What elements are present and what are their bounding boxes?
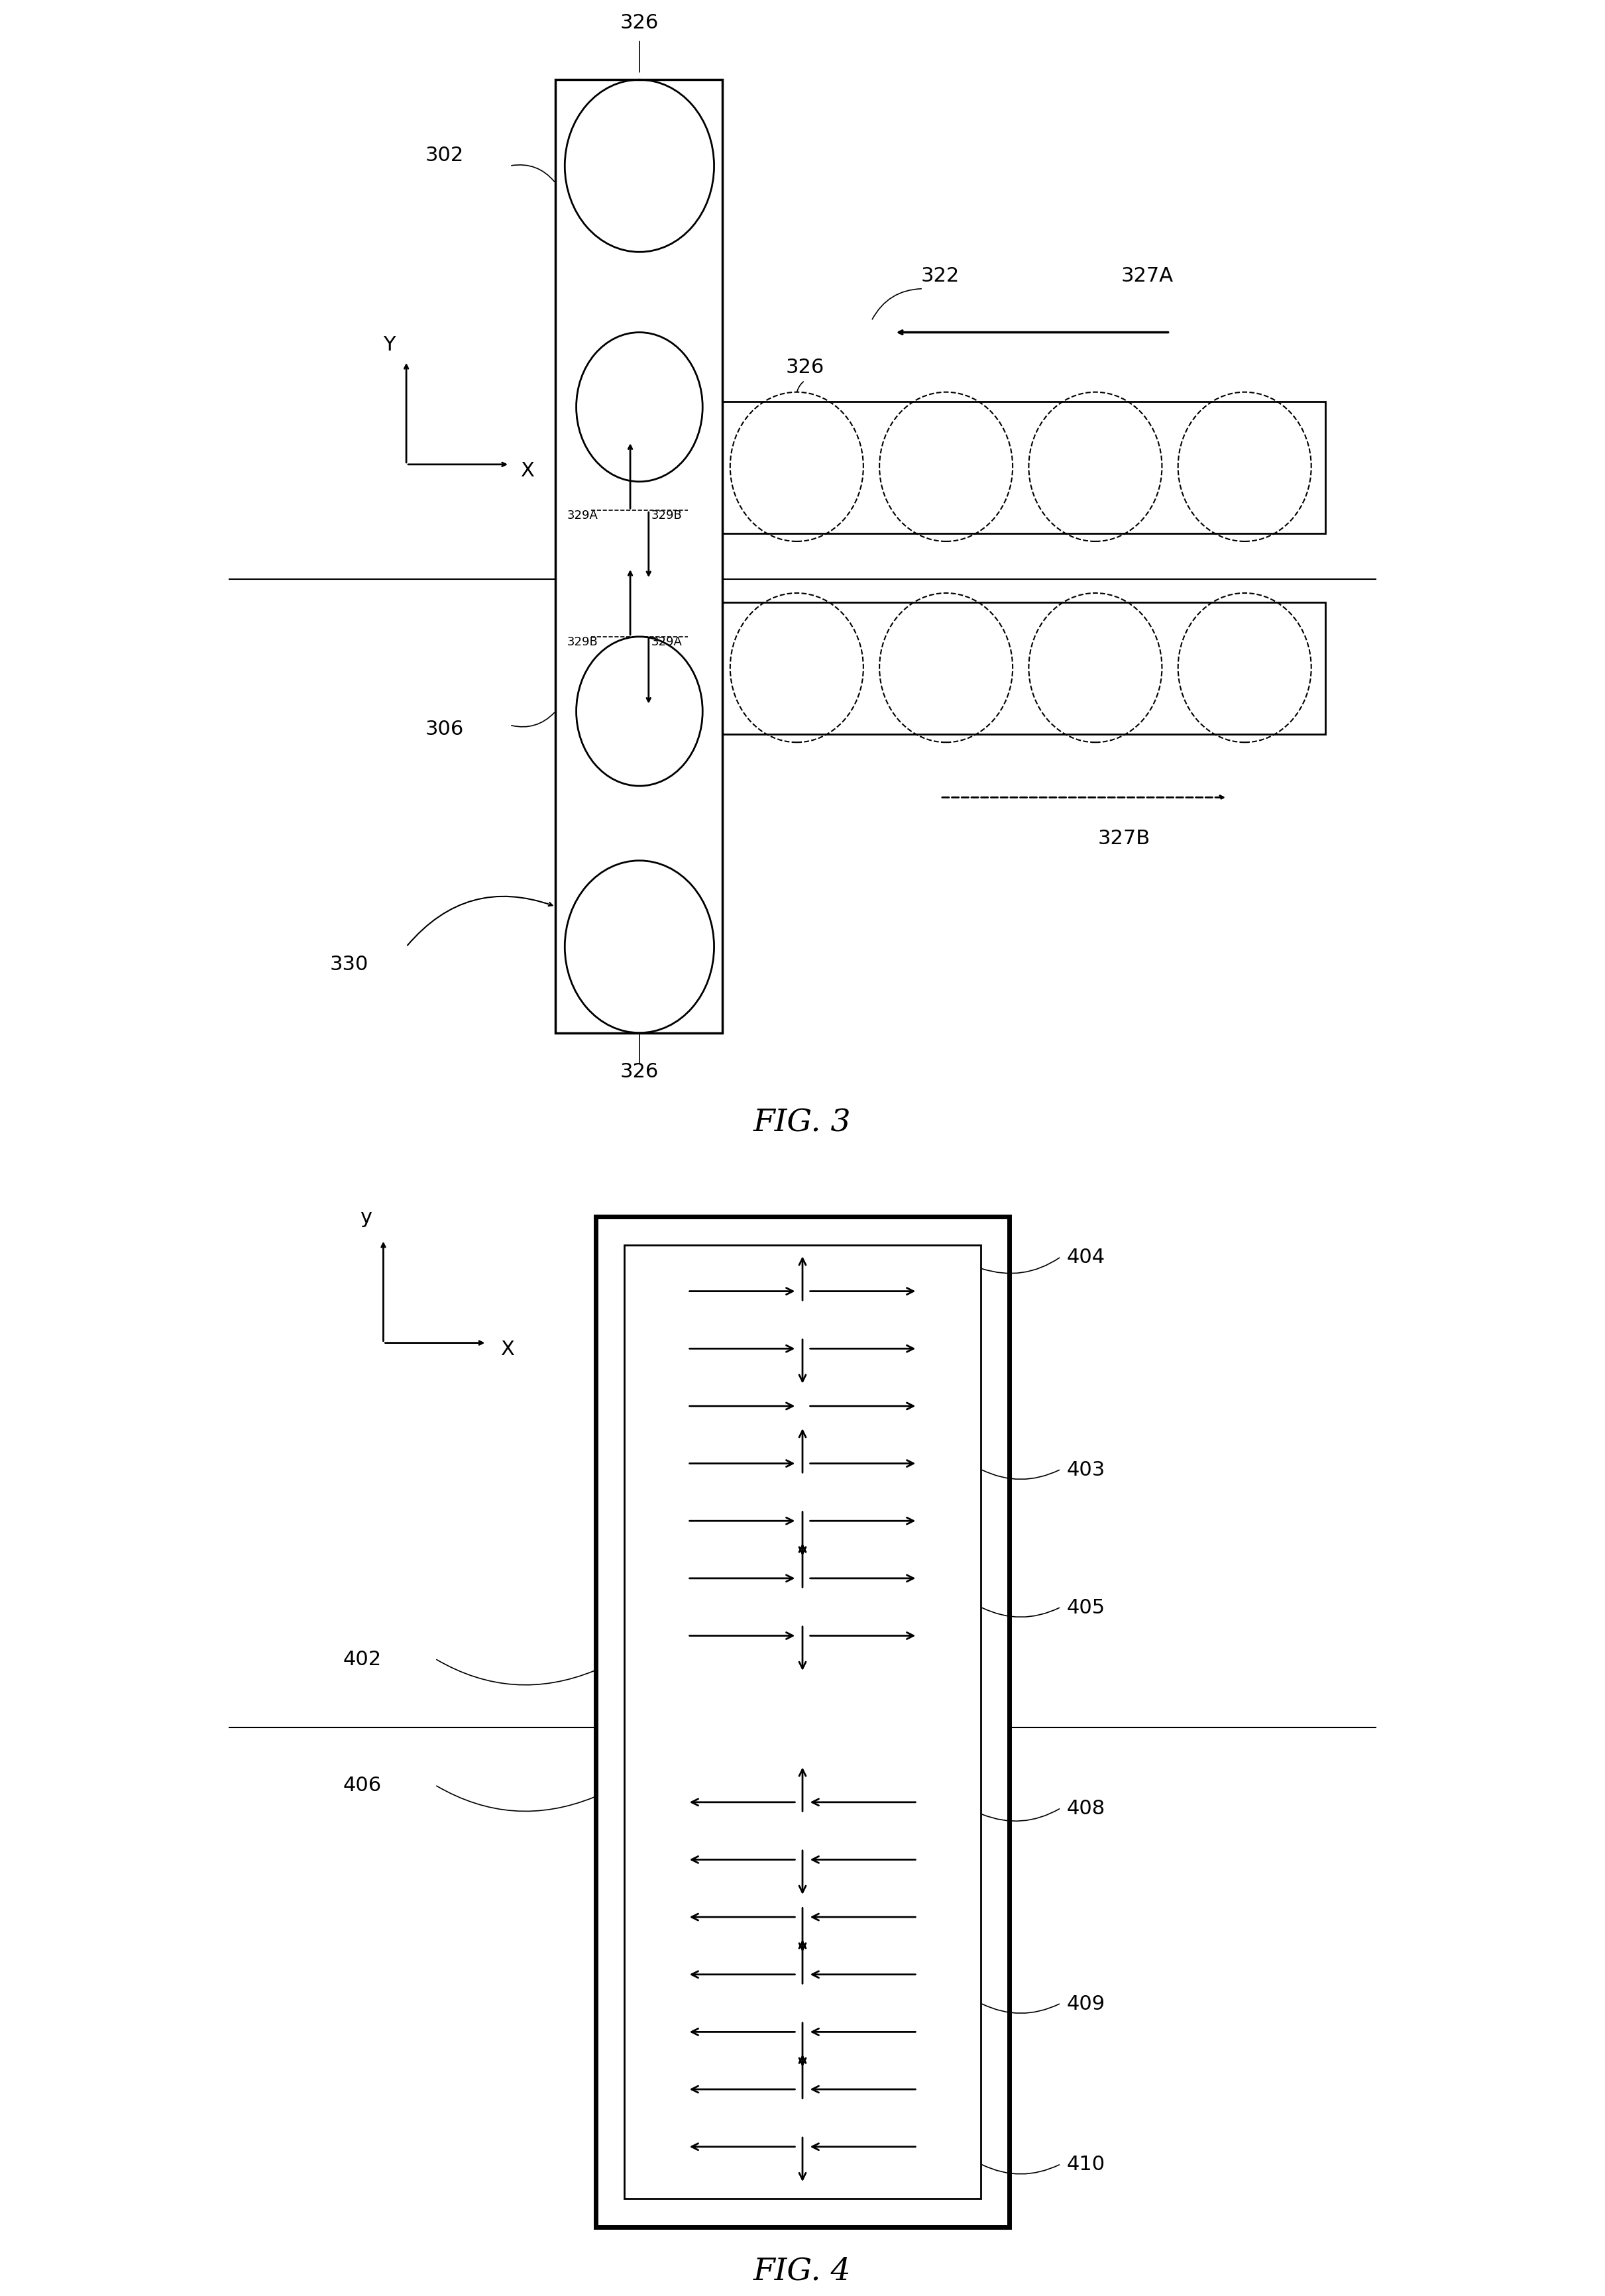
Text: Y: Y [384, 335, 395, 354]
Text: 408: 408 [1067, 1798, 1106, 1818]
Text: 329B: 329B [652, 510, 682, 521]
Bar [624, 1244, 981, 2200]
Text: 329A: 329A [567, 510, 599, 521]
Text: 403: 403 [1067, 1460, 1106, 1479]
Text: FIG. 3: FIG. 3 [754, 1107, 851, 1137]
Text: 402: 402 [343, 1649, 382, 1669]
Text: 330: 330 [329, 955, 368, 974]
Text: 326: 326 [620, 1061, 658, 1081]
Text: 327B: 327B [1098, 829, 1151, 847]
Text: 409: 409 [1067, 1993, 1106, 2014]
Text: 410: 410 [1067, 2154, 1106, 2174]
Text: 326: 326 [620, 14, 658, 32]
Text: FIG. 4: FIG. 4 [754, 2255, 851, 2285]
Text: y: y [360, 1208, 372, 1226]
Text: 306: 306 [425, 719, 464, 739]
Text: 327A: 327A [1120, 266, 1173, 285]
Bar [722, 602, 1326, 735]
Text: 329B: 329B [567, 636, 599, 647]
Text: X: X [501, 1339, 514, 1359]
Text: 322: 322 [921, 266, 960, 285]
Text: 302: 302 [425, 145, 464, 165]
Text: X: X [520, 461, 534, 480]
Text: 405: 405 [1067, 1598, 1106, 1616]
Text: 326: 326 [785, 358, 823, 377]
Bar [722, 402, 1326, 533]
Bar [555, 80, 722, 1033]
Bar [595, 1217, 1010, 2227]
Text: 406: 406 [343, 1775, 382, 1795]
Text: 404: 404 [1067, 1247, 1106, 1267]
Text: 329A: 329A [652, 636, 682, 647]
